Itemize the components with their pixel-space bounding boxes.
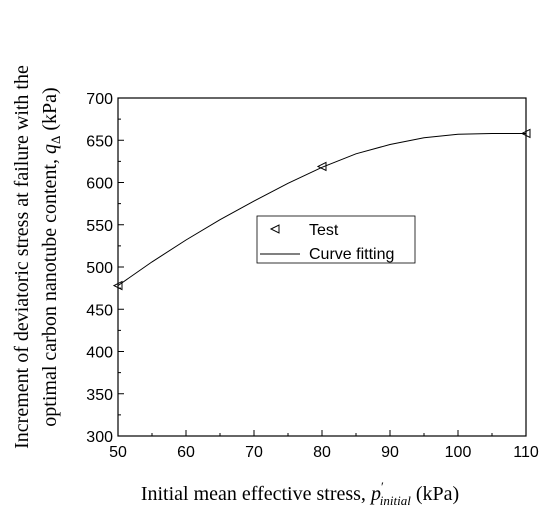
ticks-layer: 50 60 70 80 90 100 110 300 350 400 450 500 550 600 650… xyxy=(86,91,539,461)
x-tick-label: 80 xyxy=(313,444,331,461)
y-axis-title-sub: Δ xyxy=(48,136,63,144)
y-axis-title-line-1: Increment of deviatoric stress at failur… xyxy=(11,65,33,449)
x-axis-title-prime: ′ xyxy=(381,479,384,494)
y-tick-label: 650 xyxy=(86,133,113,150)
y-axis-title-unit: (kPa) xyxy=(39,87,61,135)
x-axis-title-var: p xyxy=(369,483,381,505)
legend-marker-test xyxy=(269,224,280,234)
x-axis-title-main: Initial mean effective stress, xyxy=(141,483,371,505)
y-tick-label: 500 xyxy=(86,260,113,277)
x-tick-label: 50 xyxy=(109,444,127,461)
x-tick-label: 90 xyxy=(381,444,399,461)
plot-frame xyxy=(117,97,527,437)
y-tick-label: 600 xyxy=(86,176,113,193)
legend: Test Curve fitting xyxy=(256,215,416,264)
y-tick-label: 350 xyxy=(86,387,113,404)
x-tick-label: 110 xyxy=(513,444,539,461)
y-tick-label: 700 xyxy=(86,91,113,108)
y-tick-label: 450 xyxy=(86,302,113,319)
legend-box xyxy=(256,215,416,264)
x-tick-label: 70 xyxy=(245,444,263,461)
test-point xyxy=(316,161,327,172)
x-axis-title-unit: (kPa) xyxy=(411,483,459,505)
x-axis-title: Initial mean effective stress, p′ initial… xyxy=(141,479,459,508)
x-tick-label: 60 xyxy=(177,444,195,461)
y-axis-title-line-2-main: optimal carbon nanotube content, xyxy=(39,154,61,427)
y-tick-label: 550 xyxy=(86,218,113,235)
data-layer xyxy=(112,128,531,291)
y-axis-title-var: q xyxy=(39,144,61,154)
legend-label-curve-fitting: Curve fitting xyxy=(309,246,394,263)
legend-label-test: Test xyxy=(309,222,339,239)
y-tick-label: 400 xyxy=(86,345,113,362)
x-axis-title-sub: initial xyxy=(380,493,411,508)
y-axis-title-line-2: optimal carbon nanotube content, qΔ (kPa… xyxy=(39,87,63,426)
series-curve-fitting-line xyxy=(117,133,526,287)
x-tick-label: 100 xyxy=(445,444,472,461)
y-tick-label: 300 xyxy=(86,429,113,446)
